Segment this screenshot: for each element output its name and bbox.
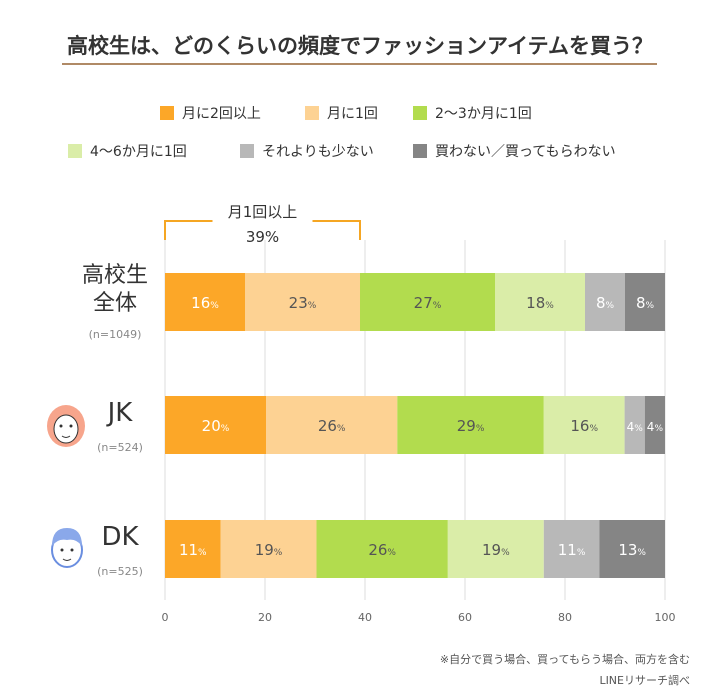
boy-avatar-icon bbox=[51, 528, 83, 568]
legend-swatch bbox=[68, 144, 82, 158]
legend-label: 4〜6か月に1回 bbox=[90, 144, 187, 160]
bar-segment bbox=[360, 273, 495, 331]
bar-segment bbox=[447, 520, 544, 578]
girl-avatar-icon bbox=[47, 405, 85, 447]
annotation-bg bbox=[212, 200, 313, 222]
category-label-all: 高校生全体 (n=1049) bbox=[60, 262, 170, 349]
category-name: DK bbox=[101, 522, 139, 552]
legend-item: 月に1回 bbox=[305, 103, 378, 123]
source-note: LINEリサーチ調べ bbox=[599, 674, 690, 687]
category-label-jk: JK (n=524) bbox=[90, 398, 150, 463]
annotation-value: 39% bbox=[246, 228, 279, 246]
legend-swatch bbox=[160, 106, 174, 120]
legend-label: 買わない／買ってもらわない bbox=[435, 144, 616, 160]
legend-swatch bbox=[413, 106, 427, 120]
legend-item: 4〜6か月に1回 bbox=[68, 141, 187, 161]
sample-size: (n=1049) bbox=[88, 328, 142, 341]
bar-segment bbox=[245, 273, 360, 331]
legend-swatch bbox=[413, 144, 427, 158]
x-tick-label: 0 bbox=[162, 611, 169, 624]
bar-segment bbox=[599, 520, 665, 578]
bar-segment bbox=[644, 396, 665, 454]
bar-segment bbox=[625, 273, 665, 331]
legend-swatch bbox=[240, 144, 254, 158]
category-name: JK bbox=[107, 398, 133, 428]
legend-item: 買わない／買ってもらわない bbox=[413, 141, 616, 161]
legend-item: それよりも少ない bbox=[240, 141, 374, 161]
bar-segment bbox=[397, 396, 544, 454]
bar-segment bbox=[165, 396, 267, 454]
legend-label: それよりも少ない bbox=[262, 144, 374, 160]
x-tick-label: 80 bbox=[558, 611, 572, 624]
legend-label: 月に1回 bbox=[327, 106, 378, 122]
bar-segment bbox=[543, 396, 625, 454]
bar-segment bbox=[266, 396, 398, 454]
legend-label: 月に2回以上 bbox=[182, 106, 261, 122]
data-label: 4% bbox=[627, 420, 644, 434]
x-tick-label: 20 bbox=[258, 611, 272, 624]
x-tick-label: 100 bbox=[655, 611, 676, 624]
category-label-dk: DK (n=525) bbox=[90, 522, 150, 587]
sample-size: (n=525) bbox=[97, 565, 143, 578]
footnote: ※自分で買う場合、買ってもらう場合、両方を含む bbox=[439, 653, 690, 666]
bar-segment bbox=[165, 273, 245, 331]
legend-swatch bbox=[305, 106, 319, 120]
legend-label: 2〜3か月に1回 bbox=[435, 106, 532, 122]
data-label: 4% bbox=[647, 420, 664, 434]
bar-segment bbox=[624, 396, 645, 454]
sample-size: (n=524) bbox=[97, 441, 143, 454]
bar-segment bbox=[220, 520, 317, 578]
annotation-label: 月1回以上 bbox=[228, 203, 298, 221]
category-name: 高校生全体 bbox=[82, 263, 149, 316]
bar-segment bbox=[495, 273, 585, 331]
legend-item: 月に2回以上 bbox=[160, 103, 261, 123]
bar-segment bbox=[165, 520, 221, 578]
x-tick-label: 40 bbox=[358, 611, 372, 624]
bar-segment bbox=[316, 520, 448, 578]
legend-item: 2〜3か月に1回 bbox=[413, 103, 532, 123]
bar-segment bbox=[543, 520, 600, 578]
bar-segment bbox=[585, 273, 625, 331]
chart-title: 高校生は、どのくらいの頻度でファッションアイテムを買う？ bbox=[67, 34, 653, 58]
title-underline bbox=[62, 63, 657, 65]
x-tick-label: 60 bbox=[458, 611, 472, 624]
